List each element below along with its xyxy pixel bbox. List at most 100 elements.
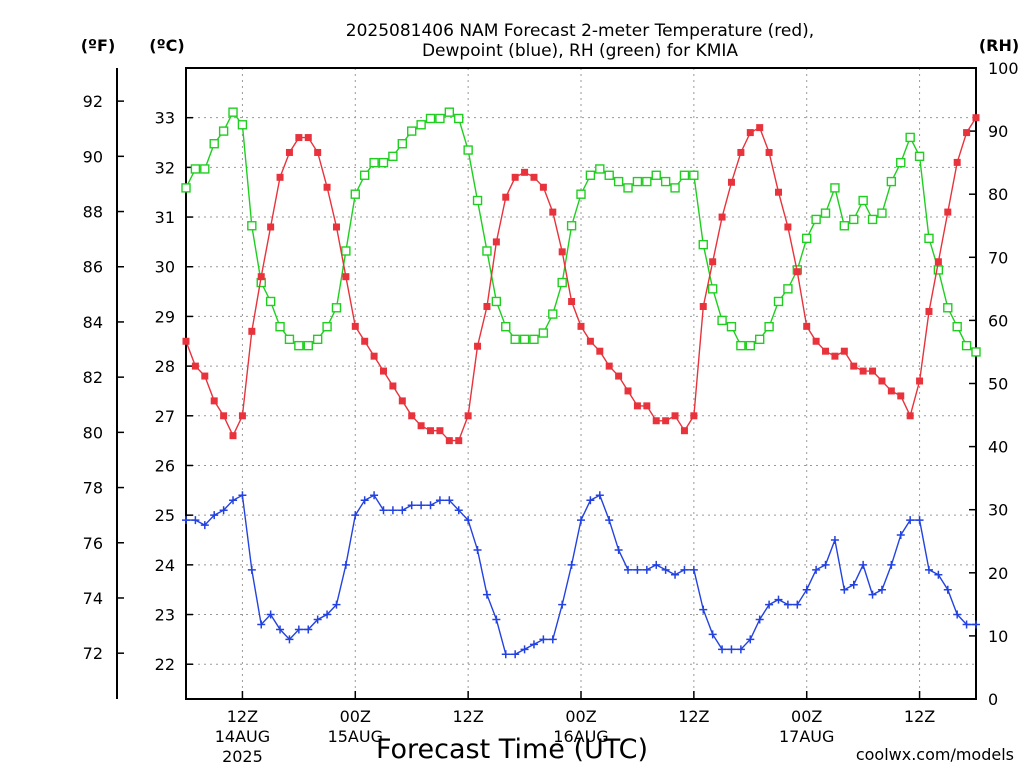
dewpoint-point bbox=[661, 565, 670, 574]
temperature-point bbox=[398, 397, 406, 405]
dewpoint-point bbox=[962, 620, 971, 629]
celsius-tick-label: 24 bbox=[155, 556, 175, 575]
dewpoint-point bbox=[379, 506, 388, 515]
rh-point bbox=[322, 322, 332, 332]
temperature-point bbox=[238, 412, 246, 420]
temperature-point bbox=[474, 342, 482, 350]
celsius-tick-label: 31 bbox=[155, 208, 175, 227]
rh-point bbox=[670, 183, 680, 193]
fahrenheit-tick-label: 92 bbox=[83, 92, 103, 111]
dewpoint-point bbox=[323, 610, 332, 619]
temperature-point bbox=[257, 273, 265, 281]
rh-point bbox=[265, 296, 276, 307]
fahrenheit-tick-label: 86 bbox=[83, 258, 103, 277]
temperature-point bbox=[737, 148, 745, 156]
rh-point bbox=[623, 183, 633, 193]
celsius-tick-label: 23 bbox=[155, 606, 175, 625]
temperature-point bbox=[963, 129, 971, 137]
dewpoint-point bbox=[341, 560, 350, 569]
fahrenheit-tick-label: 84 bbox=[83, 313, 103, 332]
fahrenheit-tick-label: 74 bbox=[83, 589, 103, 608]
celsius-unit-label: (ºC) bbox=[149, 36, 184, 55]
celsius-tick-label: 26 bbox=[155, 456, 175, 475]
dewpoint-point bbox=[595, 491, 604, 500]
dewpoint-point bbox=[370, 491, 379, 500]
dewpoint-point bbox=[567, 560, 576, 569]
temperature-point bbox=[445, 437, 453, 445]
rh-point bbox=[698, 239, 708, 250]
temperature-point bbox=[633, 402, 641, 410]
temperature-point bbox=[295, 134, 303, 142]
dewpoint-point bbox=[821, 560, 830, 569]
temperature-point bbox=[793, 268, 801, 276]
temperature-point bbox=[361, 337, 369, 345]
dewpoint-point bbox=[360, 496, 369, 505]
dewpoint-point bbox=[548, 635, 557, 644]
rh-point bbox=[736, 340, 746, 351]
rh-tick-label: 70 bbox=[988, 248, 1008, 267]
rh-point bbox=[501, 322, 511, 332]
temperature-point bbox=[380, 367, 387, 375]
celsius-tick-label: 25 bbox=[155, 506, 175, 525]
temperature-point bbox=[897, 392, 905, 400]
time-tick-label: 12Z bbox=[678, 707, 709, 726]
rh-point bbox=[548, 309, 558, 319]
rh-point bbox=[867, 214, 878, 225]
dewpoint-point bbox=[906, 516, 915, 525]
temperature-point bbox=[464, 412, 472, 420]
rh-point bbox=[519, 334, 530, 345]
dewpoint-point bbox=[407, 501, 416, 510]
dewpoint-point bbox=[718, 645, 727, 654]
rh-point bbox=[905, 132, 915, 143]
dewpoint-point bbox=[671, 570, 680, 579]
rh-series bbox=[181, 107, 981, 357]
temperature-point bbox=[727, 178, 735, 186]
temperature-point bbox=[539, 183, 547, 191]
rh-point bbox=[830, 183, 840, 193]
rh-point bbox=[435, 113, 445, 124]
fahrenheit-tick-label: 76 bbox=[83, 534, 103, 553]
temperature-point bbox=[201, 372, 209, 380]
rh-point bbox=[914, 151, 925, 162]
dewpoint-series bbox=[182, 491, 980, 659]
dewpoint-point bbox=[257, 620, 266, 629]
temperature-series bbox=[182, 114, 980, 445]
time-tick-label: 12Z bbox=[452, 707, 483, 726]
time-tick-date: 16AUG bbox=[553, 727, 608, 746]
rh-point bbox=[811, 214, 821, 225]
dewpoint-point bbox=[511, 650, 520, 659]
temperature-point bbox=[342, 273, 350, 281]
rh-point bbox=[679, 170, 690, 180]
rh-point bbox=[350, 189, 360, 199]
rh-point bbox=[924, 233, 934, 244]
dewpoint-point bbox=[812, 565, 821, 574]
chart-title-line-1: 2025081406 NAM Forecast 2-meter Temperat… bbox=[346, 21, 814, 41]
rh-tick-label: 0 bbox=[988, 690, 998, 709]
dewpoint-point bbox=[464, 516, 473, 525]
temperature-point bbox=[351, 322, 359, 330]
rh-point bbox=[660, 176, 671, 187]
rh-point bbox=[839, 221, 850, 231]
fahrenheit-tick-label: 80 bbox=[83, 423, 103, 442]
x-axis-title: Forecast Time (UTC) bbox=[376, 734, 648, 765]
fahrenheit-tick-label: 88 bbox=[83, 203, 103, 222]
dewpoint-point bbox=[313, 615, 322, 624]
temperature-point bbox=[229, 432, 237, 440]
dewpoint-point bbox=[859, 560, 868, 569]
dewpoint-point bbox=[454, 506, 463, 515]
rh-point bbox=[707, 284, 718, 294]
rh-point bbox=[820, 208, 831, 218]
rh-axis: 0 10 20 30 40 50 60 70 80 90 100 bbox=[969, 59, 1019, 709]
rh-point bbox=[275, 322, 285, 332]
dewpoint-point bbox=[689, 565, 698, 574]
rh-point bbox=[726, 322, 737, 332]
temperature-point bbox=[718, 213, 726, 221]
rh-point bbox=[642, 176, 652, 187]
temperature-point bbox=[389, 382, 397, 390]
rh-point bbox=[482, 246, 492, 256]
dewpoint-point bbox=[332, 600, 341, 609]
dewpoint-point bbox=[783, 600, 792, 609]
rh-point bbox=[200, 164, 210, 174]
rh-point bbox=[557, 277, 567, 288]
temperature-point bbox=[869, 367, 877, 375]
